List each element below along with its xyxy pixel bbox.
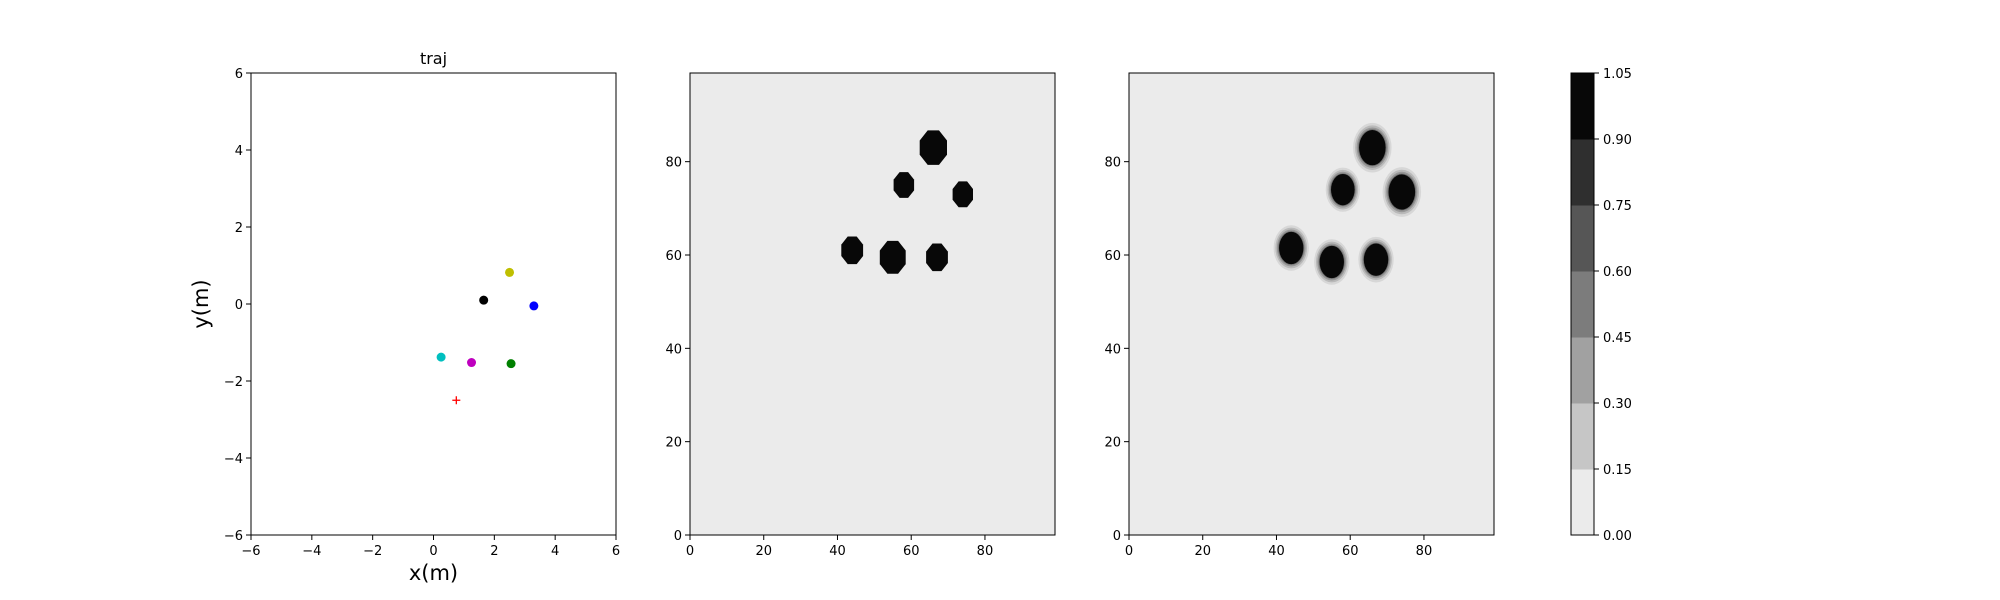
y-tick-label: −6 (224, 529, 243, 544)
obstacle-cell (926, 243, 948, 272)
heatmap-background (690, 73, 1055, 535)
y-tick-label: 80 (1104, 156, 1121, 171)
heatmap-background (1129, 73, 1494, 535)
y-tick-label: −2 (224, 375, 243, 390)
colorbar-tick-label: 0.45 (1603, 331, 1632, 346)
x-tick-label: 0 (429, 544, 437, 559)
obstacle-core (1363, 243, 1389, 276)
agent-point (505, 267, 515, 277)
agent-point (529, 301, 539, 311)
y-axis-label: y(m) (189, 279, 213, 328)
obstacle-blob (879, 240, 906, 274)
plot-frame (250, 72, 617, 536)
x-tick-label: 80 (1416, 544, 1433, 559)
agent-point (506, 359, 516, 369)
y-tick-label: 20 (1104, 436, 1121, 451)
agent-point (467, 358, 477, 368)
y-tick-label: 80 (665, 156, 682, 171)
y-tick-label: 0 (1113, 529, 1121, 544)
obstacle-blob (1358, 236, 1394, 283)
obstacle-blob (1273, 225, 1309, 271)
plot-title: traj (420, 49, 447, 68)
x-tick-label: 0 (686, 544, 694, 559)
plot-frame (1128, 72, 1495, 536)
obstacle-cell (919, 130, 947, 165)
plot-frame (689, 72, 1056, 536)
x-tick-label: 60 (903, 544, 920, 559)
axes-2: 0 20 40 60 80 0 20 40 60 80 (665, 72, 1056, 559)
obstacle-cell (952, 181, 973, 208)
colorbar-band (1571, 271, 1594, 338)
x-tick-label: 40 (829, 544, 846, 559)
x-tick-label: −6 (241, 544, 260, 559)
obstacle-blob (952, 181, 973, 208)
y-tick-label: 40 (1104, 342, 1121, 357)
agent-point (479, 295, 489, 305)
plot-area-traj (251, 73, 616, 535)
colorbar-tick-label: 0.30 (1603, 397, 1632, 412)
colorbar-band (1571, 139, 1594, 206)
x-tick-label: 80 (977, 544, 994, 559)
colorbar-tick-label: 1.05 (1603, 67, 1632, 82)
agent-point (436, 352, 446, 362)
obstacle-blob (926, 243, 948, 272)
axes-3: 0 20 40 60 80 0 20 40 60 80 (1104, 72, 1495, 559)
y-tick-label: 40 (665, 342, 682, 357)
obstacle-blob (1382, 167, 1422, 217)
colorbar-tick-label: 0.15 (1603, 463, 1632, 478)
x-tick-label: −2 (363, 544, 382, 559)
goal-marker (452, 396, 461, 405)
colorbar-tick-label: 0.60 (1603, 265, 1632, 280)
x-tick-label: 2 (490, 544, 498, 559)
obstacle-blob (919, 130, 947, 165)
y-tick-label: 60 (1104, 249, 1121, 264)
colorbar-band (1571, 337, 1594, 404)
y-tick-label: −4 (224, 452, 243, 467)
y-tick-label: 0 (674, 529, 682, 544)
obstacle-blob (893, 172, 915, 198)
x-tick-label: 20 (1194, 544, 1211, 559)
y-tick-label: 2 (235, 221, 243, 236)
obstacle-cell (879, 240, 906, 274)
x-tick-label: 0 (1125, 544, 1133, 559)
axes-1: −6 −4 −2 0 2 4 6 −6 −4 −2 0 2 4 6 (224, 67, 620, 559)
colorbar-frame (1570, 72, 1595, 536)
x-tick-label: 20 (755, 544, 772, 559)
colorbar: 0.00 0.15 0.30 0.45 0.60 0.75 0.90 1.05 (1570, 67, 1632, 544)
colorbar-tick-label: 0.75 (1603, 199, 1632, 214)
heatmap-2 (1129, 73, 1494, 535)
x-axis-label: x(m) (409, 561, 458, 585)
y-tick-label: 6 (235, 67, 243, 82)
obstacle-core (1319, 245, 1344, 279)
x-tick-label: 6 (612, 544, 620, 559)
obstacle-core (1279, 231, 1304, 265)
obstacle-blob (1314, 239, 1350, 285)
obstacle-cell (893, 172, 915, 198)
x-tick-label: 4 (551, 544, 559, 559)
obstacle-cell (841, 236, 864, 265)
x-tick-label: 60 (1342, 544, 1359, 559)
obstacle-blob (1353, 122, 1392, 173)
colorbar-band (1571, 205, 1594, 272)
obstacle-core (1331, 173, 1355, 206)
y-tick-label: 4 (235, 144, 243, 159)
x-tick-label: 40 (1268, 544, 1285, 559)
heatmap-1 (690, 73, 1055, 535)
y-tick-label: 0 (235, 298, 243, 313)
colorbar-band (1571, 403, 1594, 470)
colorbar-tick-label: 0.90 (1603, 133, 1632, 148)
obstacle-blob (1325, 167, 1360, 212)
x-tick-label: −4 (302, 544, 321, 559)
obstacle-blob (841, 236, 864, 265)
colorbar-band (1571, 469, 1594, 536)
colorbar-tick-label: 0.00 (1603, 529, 1632, 544)
y-tick-label: 60 (665, 249, 682, 264)
colorbar-band (1571, 73, 1594, 140)
obstacle-core (1388, 174, 1416, 210)
obstacle-core (1359, 130, 1386, 166)
y-tick-label: 20 (665, 436, 682, 451)
